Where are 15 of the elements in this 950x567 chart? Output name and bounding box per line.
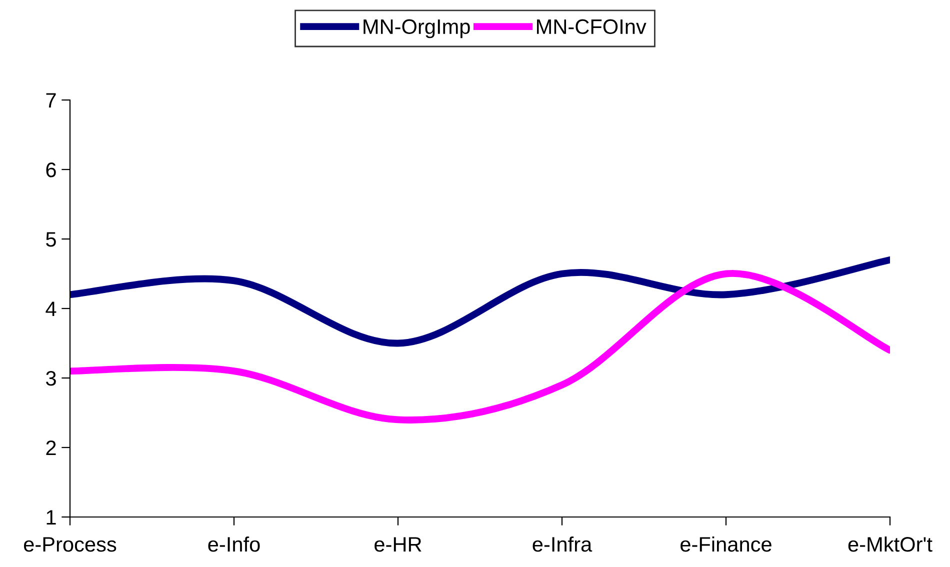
y-tick-label: 2	[46, 440, 56, 456]
x-tick-label: e-Infra	[532, 536, 592, 552]
x-tick-label: e-Info	[208, 536, 260, 552]
x-tick-label: e-MktOr't	[848, 536, 932, 552]
y-tick-label: 3	[46, 371, 56, 386]
x-tick-label: e-HR	[374, 537, 422, 552]
y-tick-label: 4	[46, 302, 56, 316]
y-tick-label: 5	[46, 232, 56, 247]
legend-label: MN-CFOInv	[537, 19, 646, 34]
y-tick-label: 1	[46, 510, 56, 525]
y-tick-label: 6	[46, 162, 56, 178]
y-tick-label: 7	[46, 93, 56, 108]
x-tick-label: e-Process	[24, 537, 116, 552]
legend-label: MN-OrgImp	[364, 19, 470, 38]
x-tick-label: e-Finance	[680, 536, 772, 552]
